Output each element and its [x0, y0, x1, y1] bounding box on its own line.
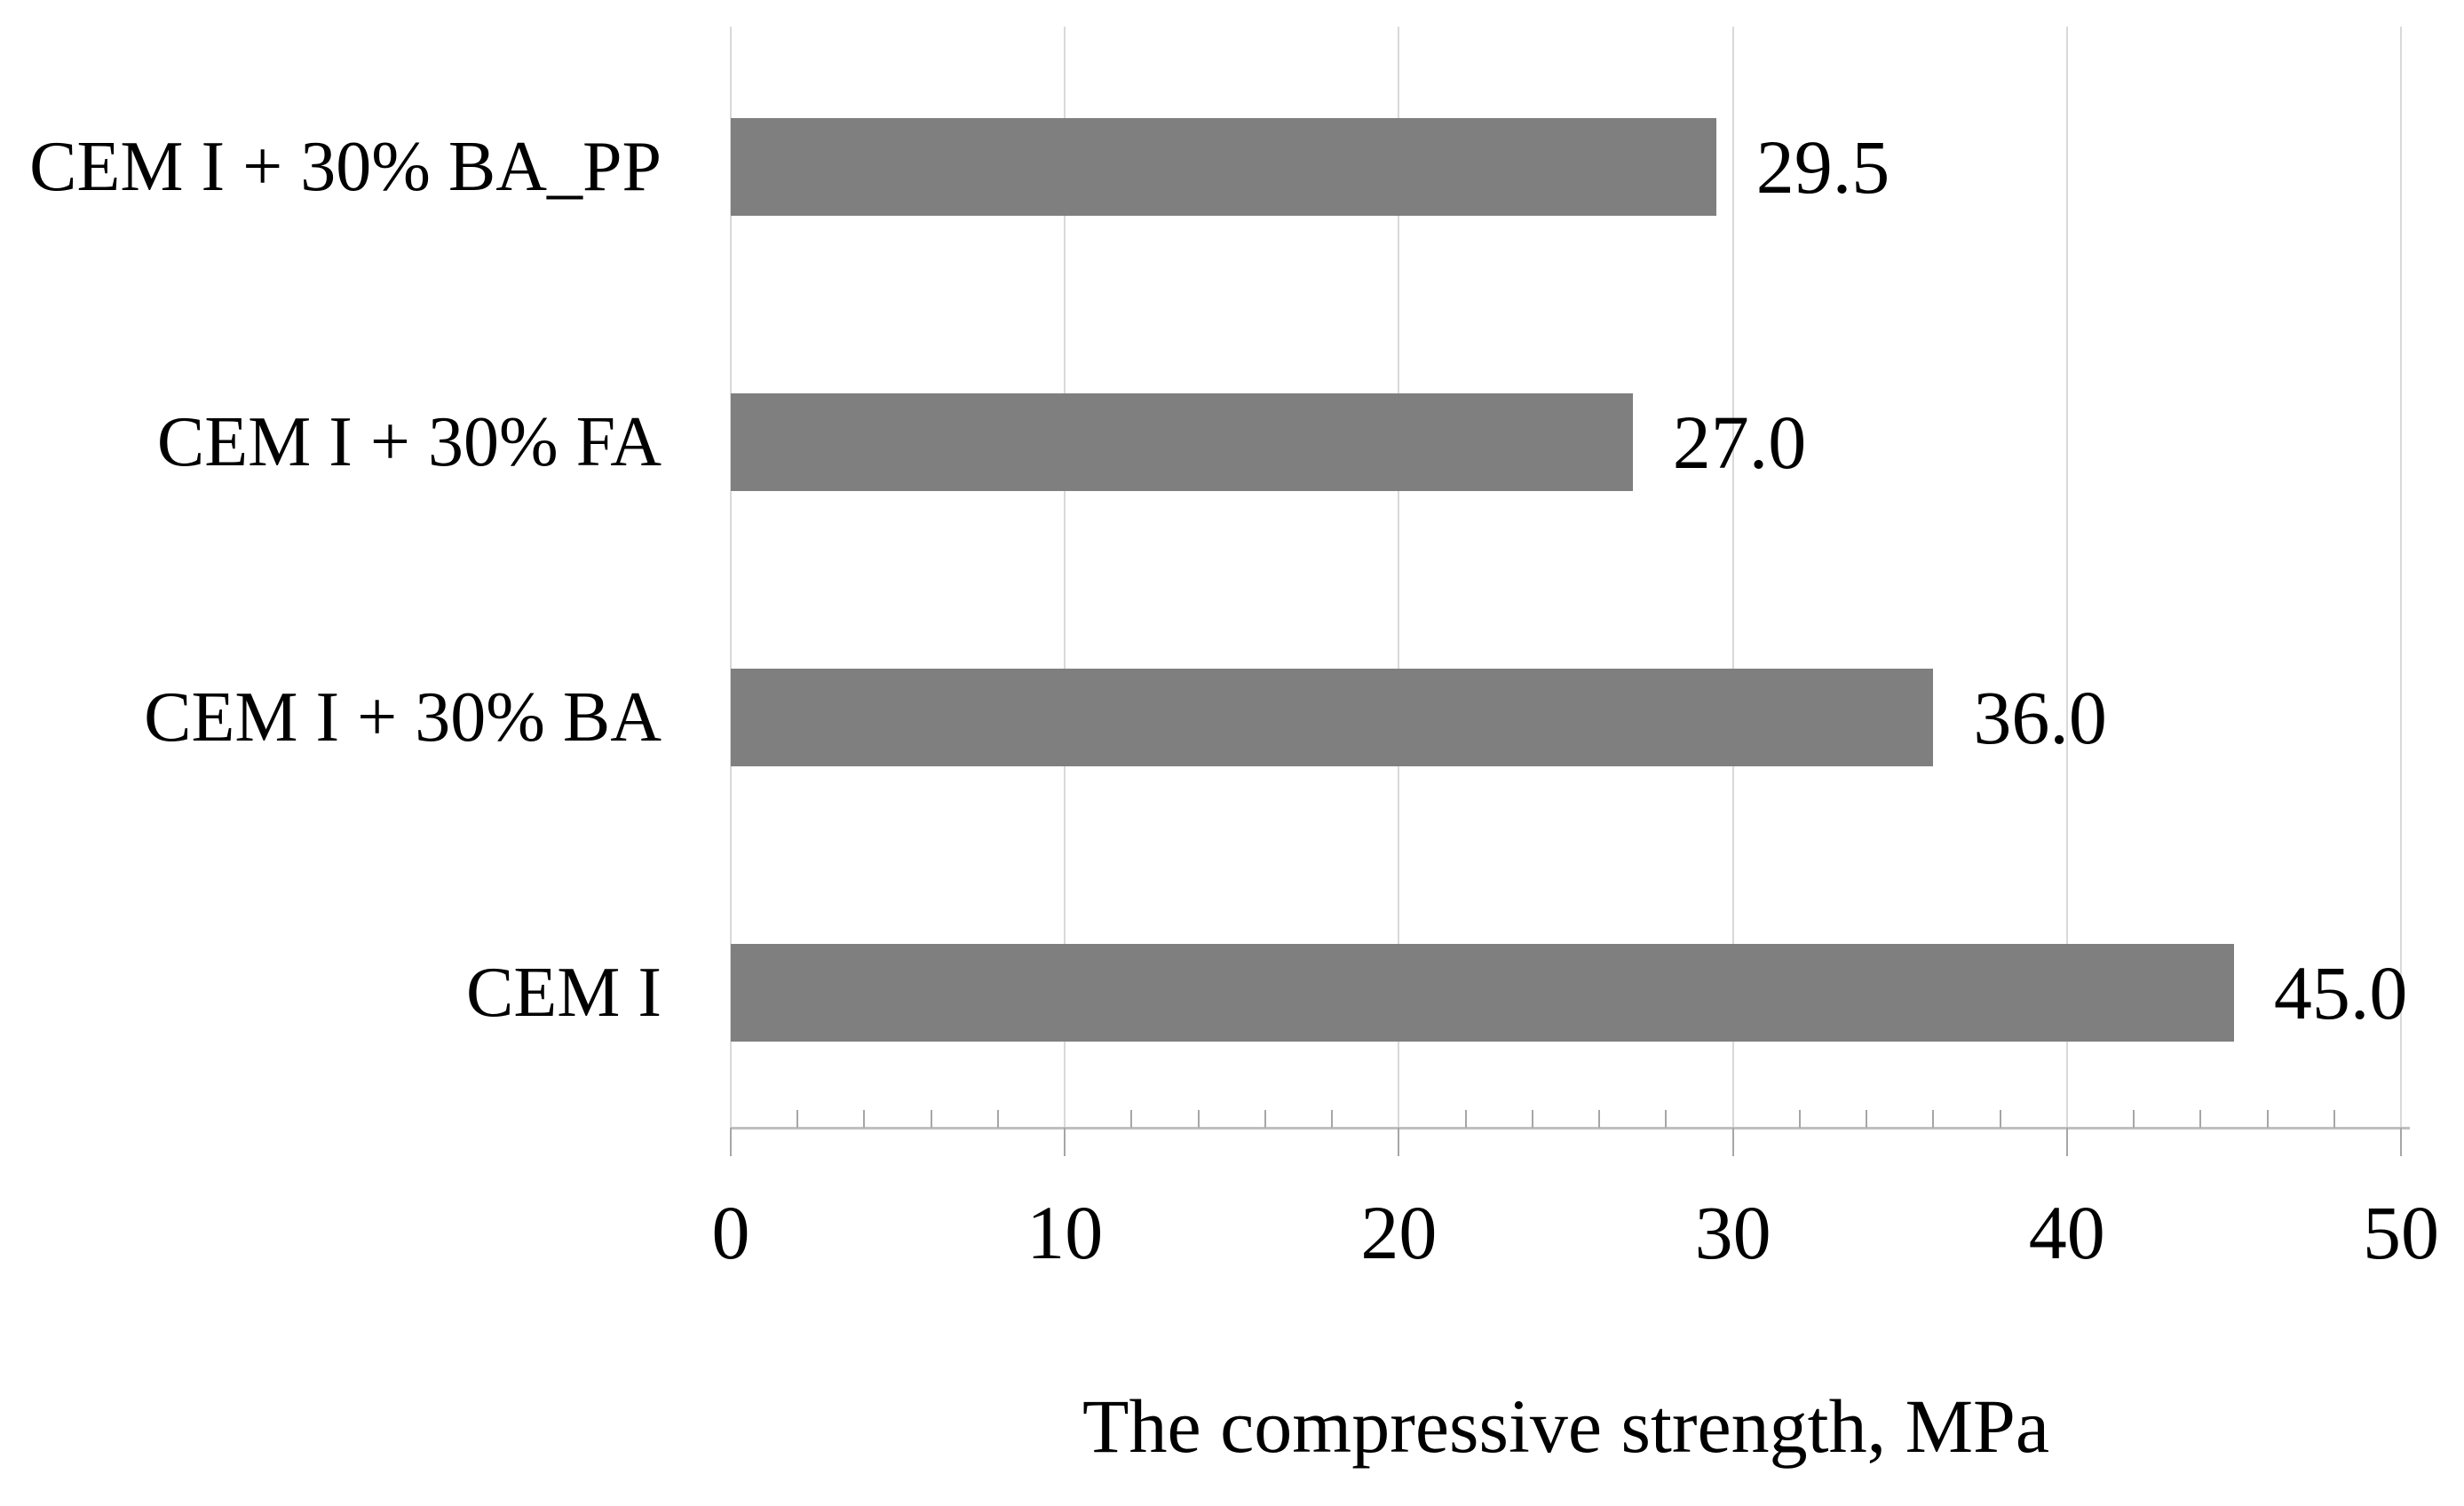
bar — [731, 944, 2234, 1042]
x-minor-tick — [2266, 1110, 2269, 1128]
x-minor-tick — [1264, 1110, 1266, 1128]
x-tick-label: 20 — [1360, 1190, 1438, 1275]
x-tick-label: 0 — [711, 1190, 750, 1275]
x-minor-tick — [2133, 1110, 2135, 1128]
x-minor-tick — [796, 1110, 799, 1128]
x-minor-tick — [1531, 1110, 1533, 1128]
x-minor-tick — [996, 1110, 999, 1128]
category-label: CEM I + 30% FA — [156, 403, 662, 481]
x-minor-tick — [1331, 1110, 1334, 1128]
x-minor-tick — [863, 1110, 866, 1128]
x-minor-tick — [2199, 1110, 2202, 1128]
x-minor-tick — [1665, 1110, 1668, 1128]
bar-value-label: 27.0 — [1672, 400, 1807, 485]
x-major-tick — [1731, 1128, 1734, 1156]
bar — [731, 393, 1633, 491]
category-label: CEM I + 30% BA_PP — [29, 128, 662, 206]
plot-area — [730, 27, 2402, 1128]
x-minor-tick — [1999, 1110, 2001, 1128]
category-label: CEM I + 30% BA — [144, 678, 662, 757]
gridline — [2065, 27, 2068, 1128]
bar-value-label: 45.0 — [2273, 950, 2408, 1035]
x-axis-line — [731, 1127, 2410, 1130]
x-tick-label: 10 — [1026, 1190, 1104, 1275]
bar-value-label: 29.5 — [1755, 124, 1890, 210]
x-major-tick — [2400, 1128, 2402, 1156]
x-tick-label: 50 — [2363, 1190, 2439, 1275]
x-minor-tick — [930, 1110, 932, 1128]
bar — [731, 669, 1934, 766]
gridline — [730, 27, 732, 1128]
gridline — [1064, 27, 1066, 1128]
gridline — [2400, 27, 2402, 1128]
gridline — [1398, 27, 1400, 1128]
x-minor-tick — [1932, 1110, 1935, 1128]
x-major-tick — [730, 1128, 732, 1156]
x-tick-label: 30 — [1694, 1190, 1771, 1275]
x-minor-tick — [1464, 1110, 1467, 1128]
x-minor-tick — [1866, 1110, 1868, 1128]
x-major-tick — [1064, 1128, 1066, 1156]
x-minor-tick — [1197, 1110, 1200, 1128]
gridline — [1731, 27, 1734, 1128]
category-label: CEM I — [466, 954, 662, 1032]
x-minor-tick — [2333, 1110, 2335, 1128]
x-minor-tick — [1130, 1110, 1133, 1128]
x-minor-tick — [1598, 1110, 1601, 1128]
bar-value-label: 36.0 — [1973, 675, 2107, 760]
x-minor-tick — [1798, 1110, 1801, 1128]
x-tick-label: 40 — [2028, 1190, 2105, 1275]
bar — [731, 118, 1716, 216]
x-major-tick — [2065, 1128, 2068, 1156]
x-major-tick — [1398, 1128, 1400, 1156]
x-axis-title: The compressive strength, MPa — [1081, 1383, 2050, 1469]
